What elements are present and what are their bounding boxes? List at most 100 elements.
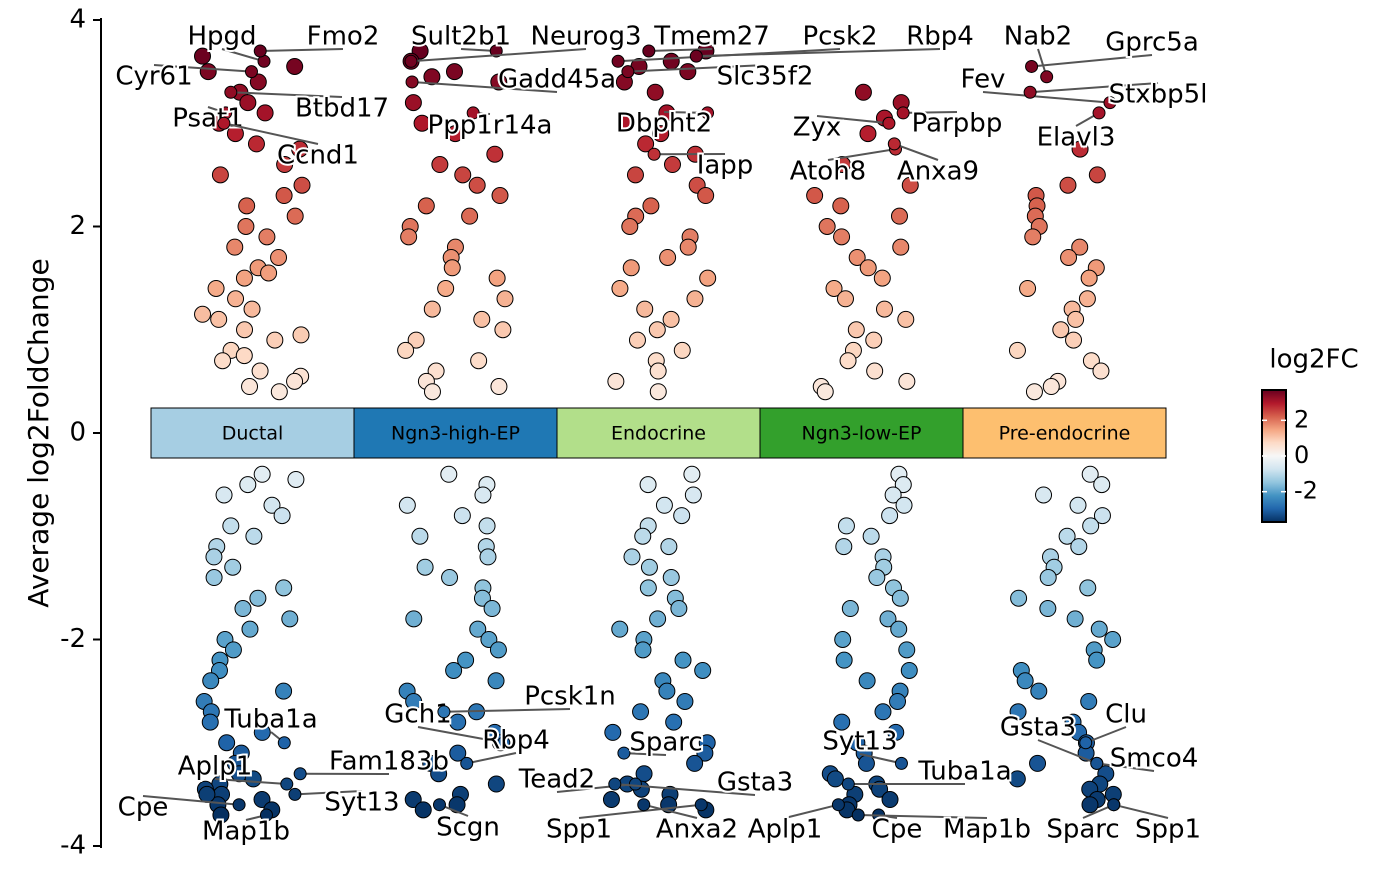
- gene-label: Atoh8: [790, 157, 866, 187]
- point: [1030, 755, 1046, 771]
- point: [650, 384, 666, 400]
- gene-label: Spp1: [1135, 815, 1201, 845]
- point: [899, 373, 915, 389]
- cluster-label: Ductal: [222, 423, 284, 445]
- point: [398, 342, 414, 358]
- cluster-label: Ngn3-high-EP: [391, 423, 520, 445]
- point: [1093, 363, 1109, 379]
- point: [200, 64, 216, 80]
- point: [867, 363, 883, 379]
- gene-label: Aplp1: [178, 752, 253, 782]
- point: [640, 580, 656, 596]
- y-tick-label: -2: [60, 624, 86, 654]
- point: [836, 652, 852, 668]
- gene-label: Syt13: [324, 788, 399, 818]
- gene-label: Btbd17: [295, 94, 389, 124]
- labeled-point: [643, 45, 655, 57]
- point: [271, 249, 287, 265]
- point: [1011, 590, 1027, 606]
- labeled-point: [1091, 757, 1103, 769]
- labeled-point: [1093, 107, 1105, 119]
- point: [1080, 580, 1096, 596]
- point: [471, 353, 487, 369]
- point: [274, 508, 290, 524]
- point: [674, 342, 690, 358]
- gene-label: Neurog3: [531, 22, 642, 52]
- gene-label: Clu: [1105, 700, 1147, 730]
- point: [1083, 518, 1099, 534]
- point: [1020, 280, 1036, 296]
- point: [896, 497, 912, 513]
- labeled-point: [648, 148, 660, 160]
- point: [882, 508, 898, 524]
- point: [901, 662, 917, 678]
- labeled-point: [1041, 71, 1053, 83]
- point: [622, 219, 638, 235]
- point: [401, 229, 417, 245]
- point: [293, 327, 309, 343]
- point: [219, 735, 235, 751]
- gene-label: Scgn: [436, 813, 500, 843]
- labeled-point: [406, 76, 418, 88]
- point: [206, 570, 222, 586]
- point: [257, 105, 273, 121]
- point: [643, 198, 659, 214]
- point: [208, 280, 224, 296]
- labeled-point: [622, 66, 634, 78]
- point: [267, 332, 283, 348]
- point: [248, 136, 264, 152]
- labeled-point: [609, 778, 621, 790]
- labeled-point: [842, 778, 854, 790]
- point: [225, 559, 241, 575]
- point: [1081, 693, 1097, 709]
- point: [211, 311, 227, 327]
- point: [675, 652, 691, 668]
- point: [462, 208, 478, 224]
- point: [235, 601, 251, 617]
- labeled-point: [618, 747, 630, 759]
- point: [1026, 384, 1042, 400]
- point: [206, 549, 222, 565]
- point: [891, 621, 907, 637]
- colorbar-tick-label: 0: [1294, 441, 1309, 469]
- gene-label: Gprc5a: [1105, 28, 1199, 58]
- gene-label: Spp1: [546, 815, 612, 845]
- point: [1066, 332, 1082, 348]
- point: [656, 497, 672, 513]
- point: [236, 348, 252, 364]
- gene-label: Psat1: [172, 104, 243, 134]
- labeled-point: [281, 778, 293, 790]
- point: [475, 487, 491, 503]
- point: [1009, 342, 1025, 358]
- gene-label: Smco4: [1110, 744, 1199, 774]
- point: [202, 714, 218, 730]
- colorbar-title: log2FC: [1269, 345, 1358, 375]
- point: [1070, 497, 1086, 513]
- point: [835, 632, 851, 648]
- point: [819, 219, 835, 235]
- point: [660, 249, 676, 265]
- gene-label: Syt13: [822, 727, 897, 757]
- point: [837, 291, 853, 307]
- point: [1053, 322, 1069, 338]
- gene-label: Tuba1a: [223, 705, 317, 735]
- gene-label: Sult2b1: [411, 22, 511, 52]
- gene-label: Gadd45a: [498, 65, 616, 95]
- point: [488, 776, 504, 792]
- gene-label: Nab2: [1004, 22, 1072, 52]
- point: [415, 802, 431, 818]
- point: [261, 265, 277, 281]
- point: [680, 64, 696, 80]
- point: [484, 601, 500, 617]
- point: [874, 270, 890, 286]
- gene-label: Ccnd1: [277, 141, 359, 171]
- labeled-point: [405, 55, 417, 67]
- point: [860, 260, 876, 276]
- point: [605, 724, 621, 740]
- point: [640, 477, 656, 493]
- point: [203, 673, 219, 689]
- point: [1031, 683, 1047, 699]
- point: [869, 570, 885, 586]
- gene-label: Gsta3: [717, 768, 793, 798]
- point: [807, 188, 823, 204]
